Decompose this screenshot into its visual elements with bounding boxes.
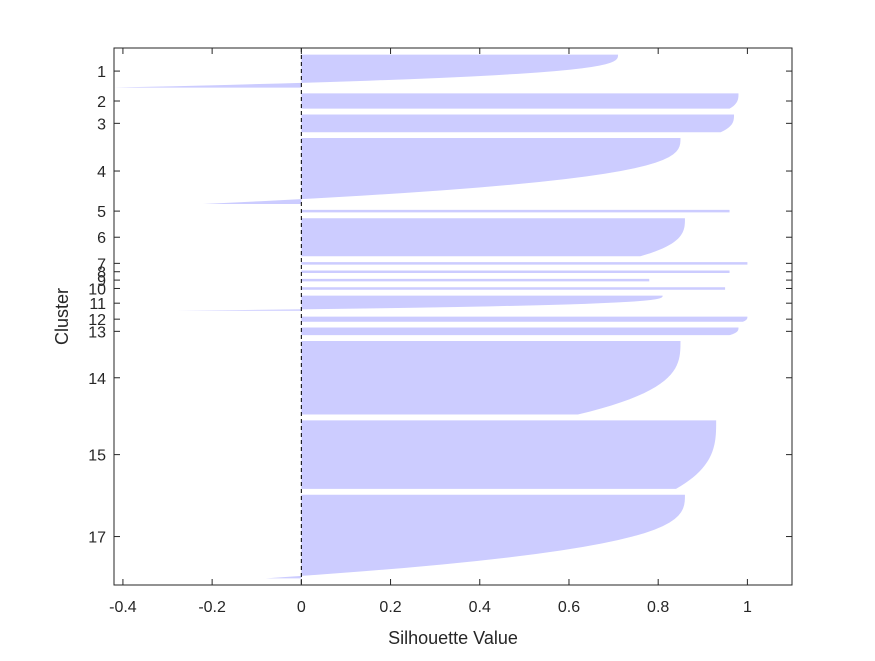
y-tick-label-15: 15 bbox=[88, 448, 106, 465]
y-tick-label-14: 14 bbox=[88, 371, 106, 388]
cluster-bar-2 bbox=[301, 93, 739, 109]
y-tick-label-17: 17 bbox=[88, 530, 106, 547]
cluster-bar-12 bbox=[301, 316, 748, 322]
y-tick-label-8: 8 bbox=[97, 265, 106, 282]
y-tick-label-13: 13 bbox=[88, 324, 106, 341]
cluster-bar-6 bbox=[301, 218, 685, 257]
x-tick-label-1: -0.2 bbox=[198, 599, 226, 616]
x-tick-label-3: 0.2 bbox=[379, 599, 401, 616]
x-axis-title: Silhouette Value bbox=[388, 628, 518, 648]
y-tick-label-2: 2 bbox=[97, 94, 106, 111]
cluster-bar-8 bbox=[301, 270, 730, 273]
cluster-bar-11 bbox=[176, 295, 663, 311]
y-tick-label-3: 3 bbox=[97, 116, 106, 133]
cluster-bar-5 bbox=[301, 209, 730, 213]
y-tick-label-10: 10 bbox=[88, 281, 106, 298]
x-tick-label-2: 0 bbox=[297, 599, 306, 616]
y-tick-label-9: 9 bbox=[97, 273, 106, 290]
x-tick-label-6: 0.8 bbox=[647, 599, 669, 616]
cluster-bar-3 bbox=[301, 114, 735, 133]
cluster-bar-1 bbox=[114, 54, 619, 88]
bars-group bbox=[114, 54, 748, 579]
cluster-bar-4 bbox=[203, 138, 681, 205]
y-tick-label-7: 7 bbox=[97, 256, 106, 273]
cluster-bar-17 bbox=[265, 494, 685, 579]
y-tick-label-5: 5 bbox=[97, 204, 106, 221]
y-tick-label-6: 6 bbox=[97, 230, 106, 247]
y-tick-label-11: 11 bbox=[89, 296, 106, 313]
cluster-bar-14 bbox=[301, 340, 681, 415]
y-axis-title: Cluster bbox=[52, 288, 72, 345]
y-tick-label-12: 12 bbox=[88, 312, 106, 329]
x-tick-label-7: 1 bbox=[743, 599, 752, 616]
y-tick-label-4: 4 bbox=[97, 164, 106, 181]
y-tick-label-1: 1 bbox=[97, 64, 106, 81]
x-axis-ticks: -0.4 -0.2 0 0.2 0.4 0.6 0.8 1 bbox=[109, 48, 752, 616]
cluster-bar-9 bbox=[301, 278, 650, 282]
x-tick-label-0: -0.4 bbox=[109, 599, 137, 616]
cluster-bar-10 bbox=[301, 287, 726, 290]
x-tick-label-5: 0.6 bbox=[558, 599, 580, 616]
axes-frame bbox=[113, 47, 793, 586]
cluster-bar-15 bbox=[301, 420, 717, 489]
cluster-bar-7 bbox=[301, 262, 748, 265]
cluster-bar-13 bbox=[301, 327, 739, 336]
x-tick-label-4: 0.4 bbox=[469, 599, 491, 616]
